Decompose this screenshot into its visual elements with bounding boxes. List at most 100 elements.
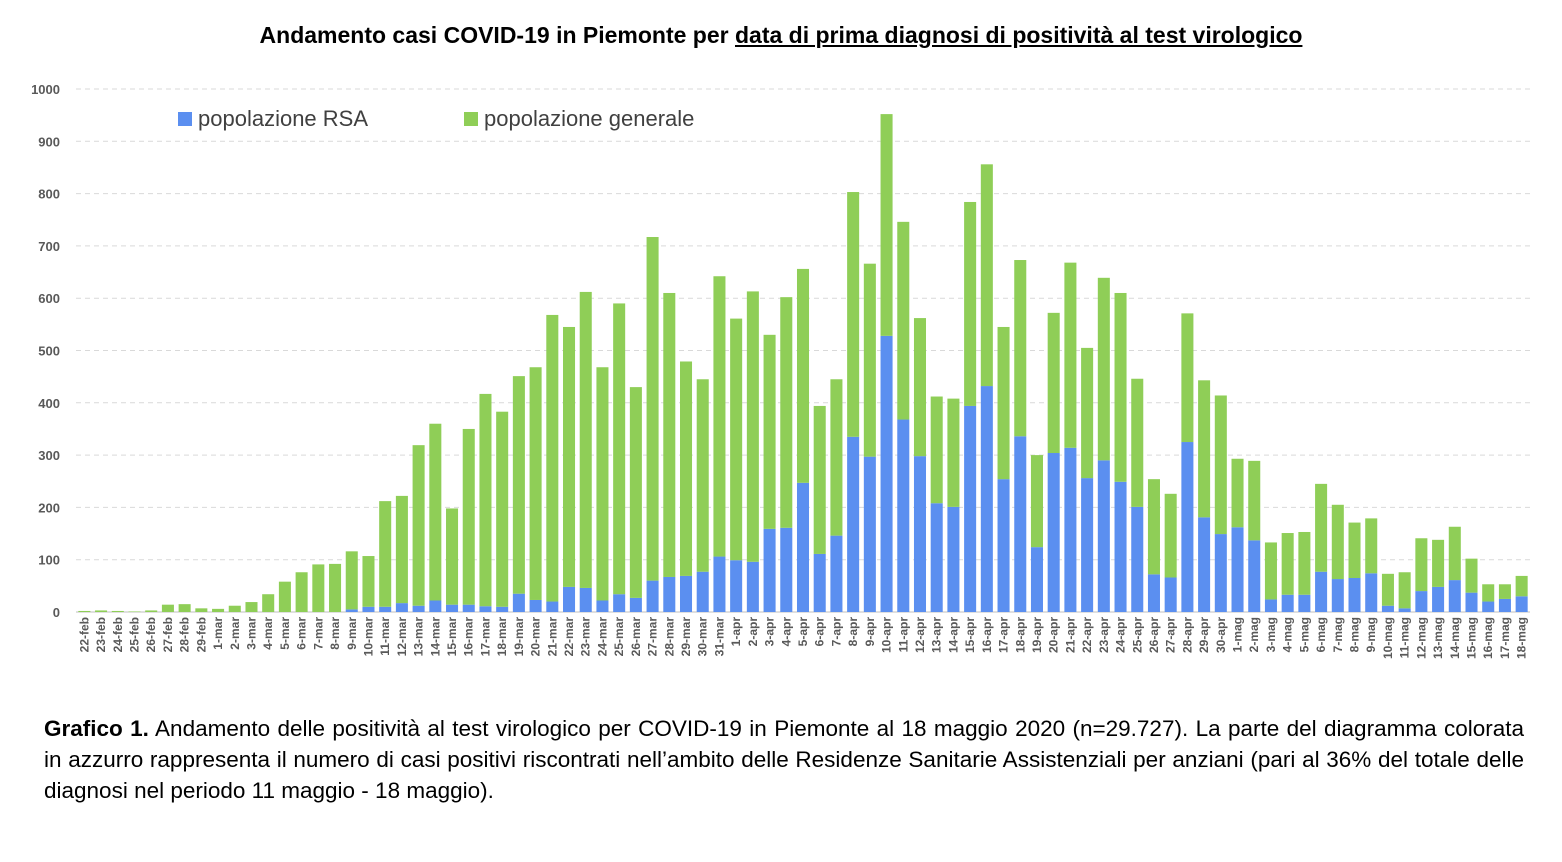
bar-rsa [1381,605,1394,612]
x-tick-label: 22-apr [1080,617,1094,653]
bar-rsa [646,580,659,612]
bar-generale [329,563,342,612]
x-tick-label: 9-mag [1364,617,1378,652]
bar-rsa [1181,442,1194,612]
bar-generale [1147,479,1160,575]
x-tick-label: 23-feb [94,617,108,652]
bar-generale [1248,460,1261,541]
bar-generale [980,164,993,387]
bar-rsa [1097,460,1110,612]
bar-generale [1281,533,1294,595]
y-axis-ticks: 0 100 200 300 400 500 600 700 800 900 1000 [31,82,60,620]
bar-rsa [379,606,392,612]
bar-generale [1047,312,1060,454]
bar-rsa [462,604,475,612]
bar-generale [1097,277,1110,461]
x-tick-label: 4-apr [779,617,793,647]
bar-rsa [913,456,927,612]
caption-text: Andamento delle positività al test virol… [44,716,1524,803]
bar-rsa [362,606,375,612]
x-tick-label: 13-mag [1431,617,1445,659]
bar-rsa [1465,592,1478,612]
bar-generale [446,508,459,605]
bar-generale [512,376,525,594]
bar-generale [897,221,910,420]
x-tick-label: 5-apr [796,617,810,647]
bar-rsa [847,436,860,612]
bar-rsa [930,503,943,612]
bar-generale [663,292,676,577]
bar-rsa [579,587,592,612]
x-tick-label: 25-mar [612,617,626,657]
bar-rsa [1298,594,1311,612]
bar-generale [1298,531,1311,595]
bar-generale [930,396,943,504]
bar-generale [212,608,225,612]
bar-rsa [696,571,709,612]
bar-rsa [663,576,676,612]
x-tick-label: 19-apr [1030,617,1044,653]
x-tick-label: 28-mar [662,617,676,657]
x-tick-label: 6-apr [813,617,827,647]
x-tick-label: 10-mag [1381,617,1395,659]
bar-generale [1465,558,1478,593]
bar-generale [730,318,743,561]
bar-rsa [1198,517,1211,612]
bar-generale [78,610,91,612]
y-tick-label: 0 [53,605,60,620]
chart-title-part2: data di prima diagnosi di positività al … [735,22,1303,48]
bar-generale [546,314,559,602]
bar-rsa [830,535,843,612]
bar-generale [178,604,191,612]
x-tick-label: 25-apr [1130,617,1144,653]
legend: popolazione RSA popolazione generale [178,106,694,131]
bar-generale [278,581,291,612]
bar-generale [395,495,408,604]
bar-generale [1482,584,1495,602]
x-tick-label: 22-mar [562,617,576,657]
bar-generale [696,379,709,572]
bar-rsa [412,605,425,612]
bar-generale [579,291,592,588]
x-tick-label: 20-apr [1047,617,1061,653]
x-tick-label: 29-mar [679,617,693,657]
y-tick-label: 400 [38,396,60,411]
x-tick-label: 12-mag [1414,617,1428,659]
x-tick-label: 6-mar [295,617,309,650]
chart-title-part1: Andamento casi COVID-19 in Piemonte per [259,22,735,48]
bar-rsa [1147,574,1160,612]
x-tick-label: 22-feb [77,617,91,652]
bar-rsa [629,597,642,612]
bar-generale [1365,518,1378,574]
bar-generale [913,318,927,457]
x-tick-label: 15-apr [963,617,977,653]
bar-rsa [746,561,759,612]
bar-rsa [596,600,609,612]
bar-generale [1331,504,1344,580]
bar-rsa [1214,534,1227,612]
bar-rsa [1415,591,1428,612]
x-tick-label: 14-mag [1448,617,1462,659]
x-tick-label: 29-apr [1197,617,1211,653]
x-tick-label: 31-mar [712,617,726,657]
x-tick-label: 13-mar [412,617,426,657]
bar-generale [964,201,977,406]
legend-swatch-rsa [178,112,192,126]
x-tick-label: 16-mar [462,617,476,657]
y-tick-label: 900 [38,134,60,149]
x-tick-label: 16-mag [1481,617,1495,659]
bar-generale [462,428,475,605]
x-tick-label: 18-apr [1013,617,1027,653]
x-tick-label: 27-apr [1164,617,1178,653]
bar-generale [345,551,358,610]
bar-rsa [429,600,442,612]
bar-generale [429,423,442,601]
x-tick-label: 14-mar [428,617,442,657]
bar-generale [1448,526,1461,581]
legend-swatch-generale [464,112,478,126]
bar-rsa [1498,598,1511,612]
x-tick-label: 11-apr [896,617,910,653]
bar-generale [1498,584,1511,599]
bar-generale [613,303,626,595]
